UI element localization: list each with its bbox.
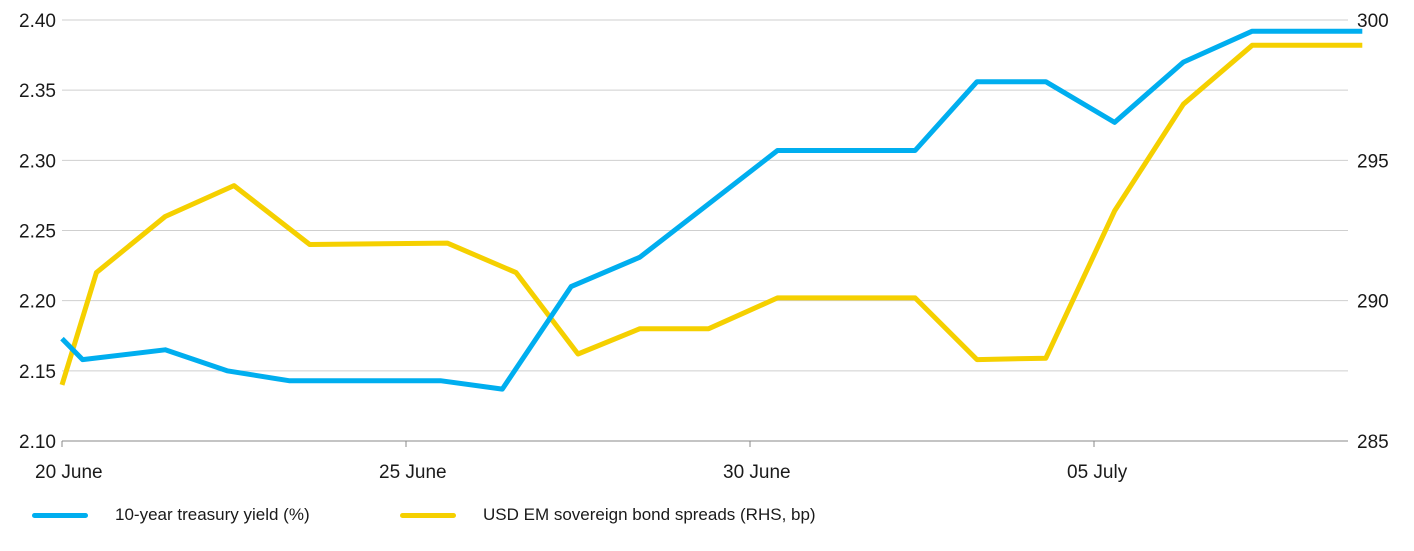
y-left-tick-label: 2.10	[19, 432, 56, 453]
x-tick-label: 05 July	[1067, 462, 1128, 483]
legend-item-spreads: USD EM sovereign bond spreads (RHS, bp)	[400, 505, 816, 525]
line-chart: 20 June 25 June 30 June 05 July 2.10 2.15 2.2…	[19, 11, 1389, 483]
y-right-tick-label: 295	[1357, 151, 1389, 172]
y-right-tick-label: 285	[1357, 432, 1389, 453]
y-left-tick-label: 2.15	[19, 362, 56, 383]
y-right-tick-label: 300	[1357, 11, 1389, 32]
y-left-tick-label: 2.25	[19, 222, 56, 243]
x-tick-label: 30 June	[723, 462, 791, 483]
legend-swatch-treasury	[32, 512, 88, 518]
y-left-tick-label: 2.40	[19, 11, 56, 32]
y-axis-right: 285 290 295 300	[1357, 11, 1389, 453]
y-left-tick-label: 2.20	[19, 292, 56, 313]
y-right-tick-label: 290	[1357, 292, 1389, 313]
legend-swatch-spreads	[400, 512, 456, 518]
series-line-em-spreads	[59, 42, 1363, 386]
y-left-tick-label: 2.30	[19, 151, 56, 172]
y-axis-left: 2.10 2.15 2.20 2.25 2.30 2.35 2.40	[19, 11, 56, 453]
legend-item-treasury: 10-year treasury yield (%)	[32, 505, 310, 525]
y-left-tick-label: 2.35	[19, 81, 56, 102]
x-axis: 20 June 25 June 30 June 05 July	[35, 441, 1128, 483]
gridlines	[62, 19, 1348, 442]
x-tick-label: 25 June	[379, 462, 447, 483]
legend-label-spreads: USD EM sovereign bond spreads (RHS, bp)	[483, 505, 816, 524]
series-layer	[59, 28, 1363, 392]
legend: 10-year treasury yield (%) USD EM sovere…	[0, 505, 1414, 535]
series-line-treasury-yield	[60, 28, 1363, 392]
x-tick-label: 20 June	[35, 462, 103, 483]
legend-label-treasury: 10-year treasury yield (%)	[115, 505, 310, 524]
